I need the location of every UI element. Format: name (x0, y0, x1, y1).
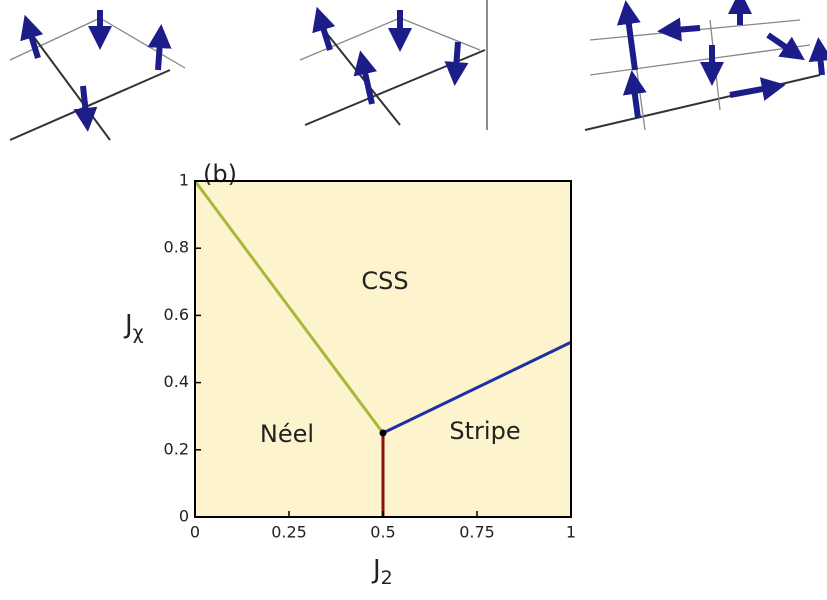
triple-point (380, 430, 387, 437)
region-label: Néel (260, 420, 314, 448)
x-axis-label: J2 (371, 555, 393, 589)
y-axis-label-base: J (123, 310, 133, 340)
x-tick-label: 0.75 (459, 523, 495, 542)
y-tick-label: 0.8 (164, 238, 189, 257)
x-tick-label: 1 (566, 523, 576, 542)
figure: (b)00.250.50.75100.20.40.60.81J2JχCSSNée… (0, 0, 827, 596)
y-tick-label: 0 (179, 507, 189, 526)
region-label: Stripe (449, 417, 520, 445)
y-tick-label: 0.2 (164, 439, 189, 458)
y-axis-label: Jχ (123, 310, 144, 344)
x-tick-label: 0.25 (271, 523, 307, 542)
x-tick-label: 0.5 (370, 523, 395, 542)
x-axis-label-base: J (371, 555, 381, 585)
y-tick-label: 0.4 (164, 372, 189, 391)
y-tick-label: 0.6 (164, 305, 189, 324)
css-illustration (300, 0, 487, 130)
y-axis-label-subscript: χ (133, 322, 144, 344)
neel-illustration (10, 10, 185, 140)
x-tick-label: 0 (190, 523, 200, 542)
region-label: CSS (361, 267, 408, 295)
stripe-illustration (585, 8, 822, 130)
x-axis-label-subscript: 2 (381, 567, 393, 589)
panel-label: (b) (203, 160, 237, 188)
page: {"chart_data": {"type": "phase-diagram",… (0, 0, 827, 600)
y-tick-label: 1 (179, 171, 189, 190)
